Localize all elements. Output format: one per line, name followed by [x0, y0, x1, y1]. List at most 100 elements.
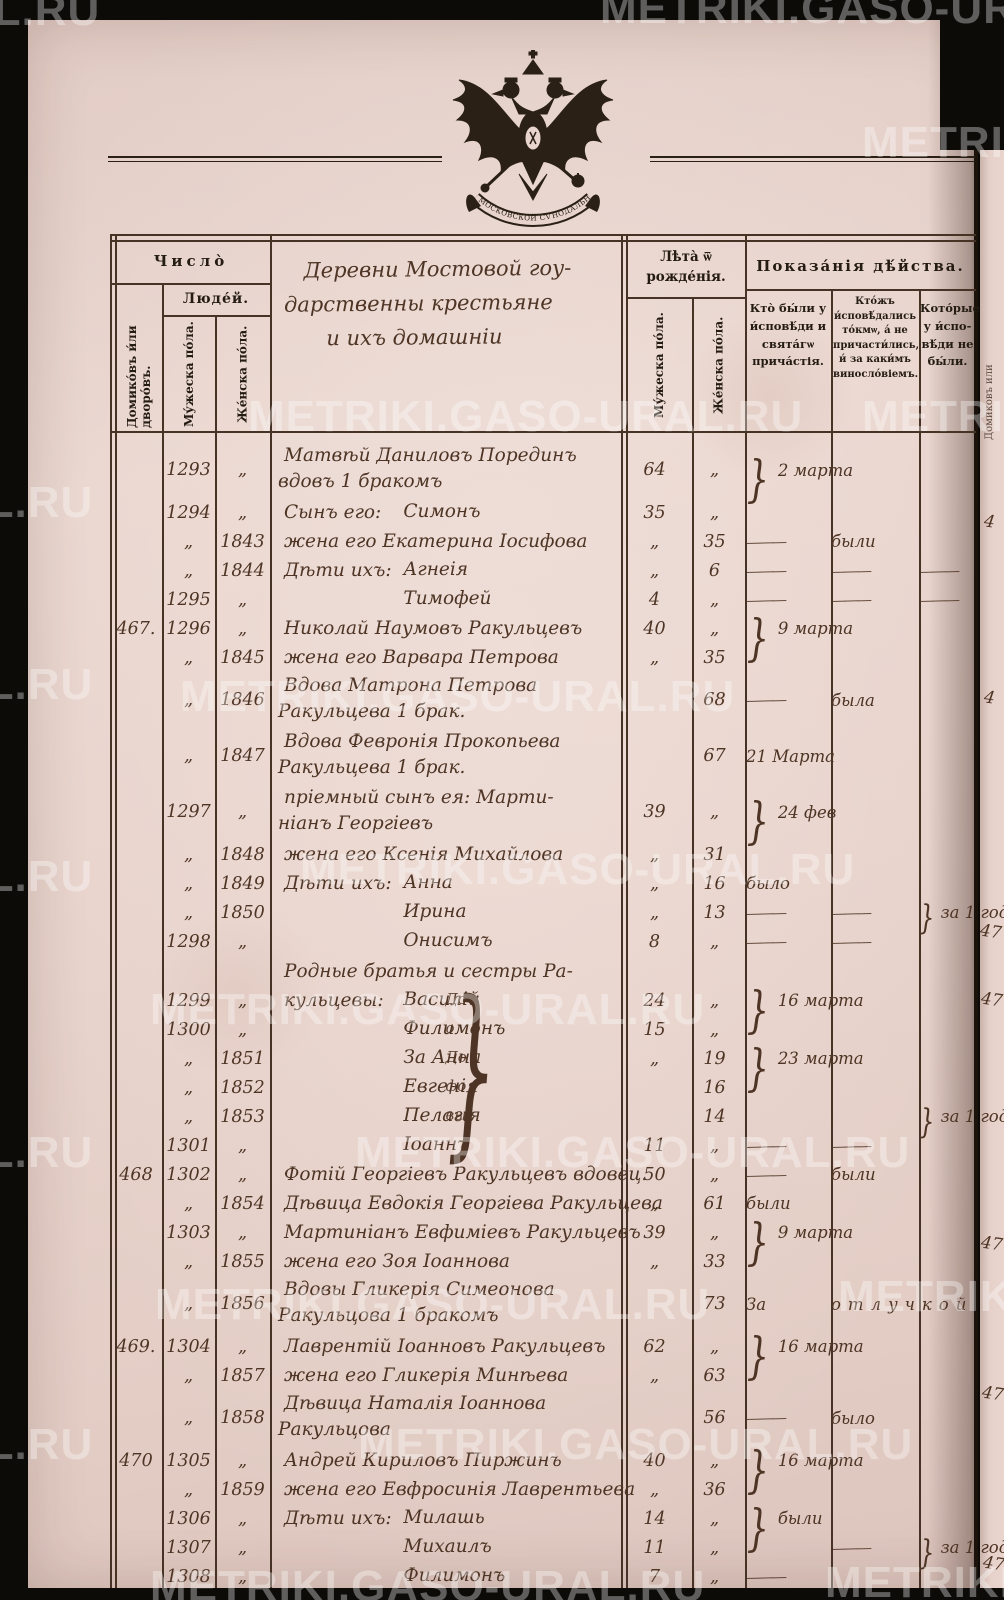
person-name-line2: вдовъ 1 бракомъ [278, 471, 443, 492]
age-male-cell: 62 [621, 1332, 688, 1361]
watermark-text: METRIKI.GASO-URAL.RU [825, 1558, 1004, 1600]
male-person-number: 1301 [166, 1135, 211, 1156]
male-number-cell: 1295 [162, 585, 215, 614]
absence-note: за 1 годъ [940, 903, 1004, 922]
squiggle-dash: ——— [745, 560, 786, 581]
table-row: „ 1859 жена его Евфросинія Лаврентьева „ 36 [110, 1475, 976, 1504]
absent-cell [914, 956, 976, 986]
brace: } [919, 897, 935, 938]
age-female: „ [709, 1566, 720, 1587]
house-number-cell [110, 1189, 162, 1218]
col-line-acts-2 [919, 289, 921, 1588]
absent-cell [914, 1361, 976, 1390]
name-cell: Дѣвица Наталія Іоаннова Ракульцова [270, 1390, 621, 1446]
age-female-cell: „ [688, 1562, 741, 1591]
absent-cell [914, 840, 976, 869]
male-number-cell: „ [162, 1189, 215, 1218]
age-female: 14 [703, 1106, 726, 1127]
male-person-number: „ [183, 1106, 194, 1127]
female-person-number: 1854 [220, 1193, 265, 1214]
age-female: 63 [703, 1365, 726, 1386]
female-number-cell: „ [215, 1160, 270, 1189]
age-male-cell: 11 [621, 1533, 688, 1562]
squiggle-dash: ——— [745, 690, 786, 710]
person-given-name: Пелагія [403, 1105, 481, 1126]
absent-cell [914, 643, 976, 672]
section-title: Родные братья и сестры Ра- [284, 960, 573, 982]
person-name-line2: ніанъ Георгіевъ [278, 813, 434, 834]
male-number-cell: 1298 [162, 927, 215, 956]
age-female: 68 [703, 690, 726, 710]
squiggle-dash: ——— [830, 902, 871, 923]
male-number-cell: 1307 [162, 1533, 215, 1562]
male-person-number: 1304 [166, 1336, 211, 1357]
person-name: Дѣвица Евдокія Георгіева Ракульцева [284, 1193, 663, 1214]
absent-cell [914, 1044, 976, 1073]
name-cell: жена его Зоя Іоаннова [270, 1247, 621, 1276]
watermark-text: METRIKI.GASO-URAL.RU [0, 1128, 94, 1177]
female-number-cell: 1845 [215, 643, 270, 672]
female-person-number: 1846 [220, 690, 265, 710]
age-male-cell: „ [621, 556, 688, 585]
male-person-number: „ [183, 1251, 194, 1272]
person-given-name: Іоаннъ [403, 1134, 470, 1155]
male-person-number: „ [183, 1077, 194, 1098]
male-number-cell: „ [162, 672, 215, 728]
table-row: 467. 1296 „ Николай Наумовъ Ракульцевъ 40 „} … [110, 613, 976, 663]
name-cell: Вдова Матрона Петрова Ракульцева 1 брак. [270, 672, 621, 728]
male-person-number: „ [183, 1048, 194, 1069]
age-male-cell [621, 728, 688, 784]
female-person-number: 1847 [220, 746, 265, 766]
act-note: была [831, 690, 875, 710]
facing-page-number: 47 [980, 1382, 1004, 1406]
watermark-text: METRIKI.GASO-URAL.RU [355, 1128, 911, 1177]
table-row: 1293 „ Матвѣй Даниловъ Порединъ вдовъ 1 бра… [110, 442, 976, 504]
male-number-cell: 1297 [162, 784, 215, 840]
name-cell: Евгенія фо [270, 1073, 621, 1102]
confession-date: 16 марта [777, 1451, 864, 1470]
watermark-text: METRIKI.GASO-URAL.RU [600, 0, 1004, 33]
absent-cell [914, 1189, 976, 1218]
confessed-cell: 21 Марта [741, 728, 835, 784]
confessed-only-cell: ——— [826, 898, 914, 927]
female-person-number: „ [237, 589, 248, 610]
absent-cell [914, 1131, 976, 1160]
act-note: было [746, 874, 790, 893]
person-name: жена его Ксенія Михайлова [284, 844, 564, 865]
house-number: 468 [119, 1164, 153, 1185]
name-cell: Вдовы Гликерія Симеонова Ракульцова 1 бра… [270, 1276, 621, 1332]
watermark-text: METRIKI.GASO-URAL.RU [862, 118, 1004, 167]
confession-date: 24 фев [777, 802, 837, 822]
age-male: 64 [643, 460, 666, 480]
table-row: „ 1856 Вдовы Гликерія Симеонова Ракульцова … [110, 1276, 976, 1332]
person-name-line2: Ракульцева 1 брак. [278, 701, 466, 722]
watermark-text: METRIKI.GASO-URAL.RU [180, 672, 736, 721]
age-female: „ [709, 1164, 720, 1185]
house-number-cell [110, 643, 162, 672]
female-person-number: „ [237, 1508, 248, 1529]
table-row: 468 1302 „ Фотій Георгіевъ Ракульцевъ вдове… [110, 1160, 976, 1189]
age-male-cell [621, 1102, 688, 1131]
female-number-cell: „ [215, 1332, 270, 1361]
male-number-cell: „ [162, 1361, 215, 1390]
female-number-cell: 1859 [215, 1475, 270, 1504]
confessed-cell: } 9 марта [741, 1217, 853, 1267]
age-male: „ [649, 560, 660, 581]
female-number-cell: 1846 [215, 672, 270, 728]
person-name-line2: Ракульцова 1 бракомъ [278, 1305, 499, 1326]
table-row: 469. 1304 „ Лаврентій Іоанновъ Ракульцевъ 62… [110, 1331, 976, 1381]
confession-date: 2 марта [777, 460, 854, 480]
imperial-eagle-emblem: МОСКОВСКОЙ СѴНОДАЛЬНОЙ ТѴПОГРАФІИ [423, 50, 614, 227]
absent-cell [914, 442, 976, 498]
age-female-cell: 33 [688, 1247, 741, 1276]
female-number-cell: 1856 [215, 1276, 270, 1332]
header-col-confessed: Кто̀ бы́ли у и́сповѣ́ди и свята́гѡ прича… [749, 301, 827, 369]
table-row: „ 1857 жена его Гликерія Минѣева „ 63 [110, 1361, 976, 1390]
male-number-cell: 1301 [162, 1131, 215, 1160]
name-cell: Михаилъ [270, 1533, 621, 1562]
table-row: „ 1848 жена его Ксенія Михайлова „ 31 [110, 840, 976, 869]
male-number-cell [162, 956, 215, 986]
female-number-cell: 1847 [215, 728, 270, 784]
house-number-cell [110, 784, 162, 840]
name-cell: жена его Екатерина Іосифова [270, 527, 621, 556]
